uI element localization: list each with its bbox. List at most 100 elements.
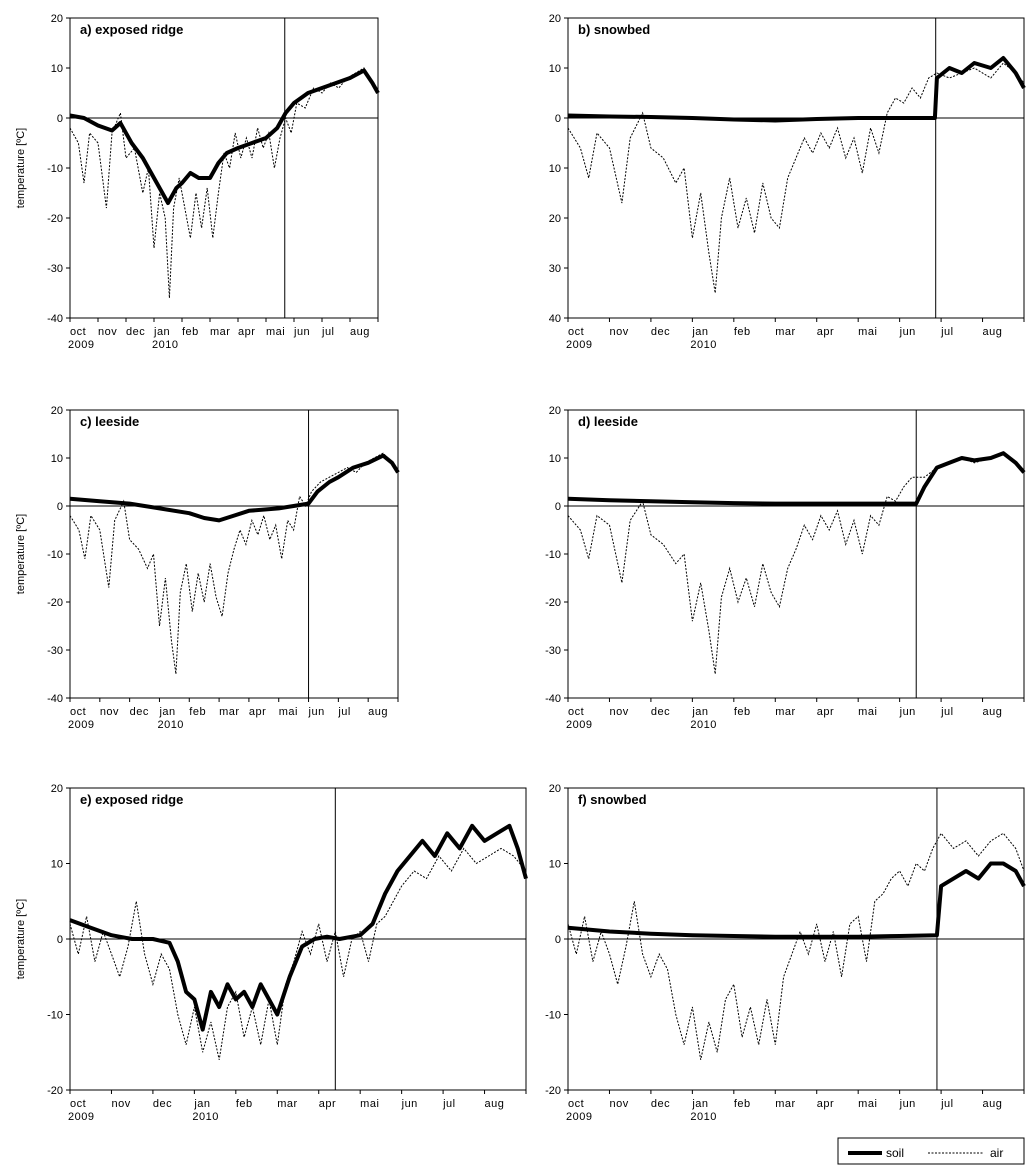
series-line-soil [69,453,400,523]
x-tick-label: apr [817,326,834,338]
plot-frame [567,17,1025,319]
y-tick-label: -20 [47,1085,63,1097]
y-tick-label: 20 [549,213,561,225]
series-line-soil [567,861,1026,939]
x-tick-label: dec [126,326,145,338]
x-tick-label: oct [568,1098,584,1110]
y-tick-label: -40 [545,693,561,705]
panel-a: -40 -30 -20 -10 0 10 20 oct nov dec jan feb mar apr ma… [15,13,380,351]
x-tick-label: jul [321,326,335,338]
x-tick-label: jul [940,326,954,338]
panel-d: -40 -30 -20 -10 0 10 20 oct nov dec jan feb mar apr ma… [545,405,1026,731]
x-tick-label: mai [279,706,298,718]
year-label: 2010 [152,339,178,351]
y-tick-label: -30 [545,645,561,657]
x-tick-label: mai [858,1098,877,1110]
legend: soil air [837,1137,1025,1165]
series-line-soil [567,451,1026,506]
y-tick-label: -10 [47,1010,63,1022]
y-axis-label: temperature [ºC] [15,128,27,208]
y-tick-label: -10 [47,549,63,561]
panel-title: a) exposed ridge [80,22,183,37]
x-tick-label: mar [775,1098,795,1110]
x-tick-label: feb [182,326,199,338]
x-tick-label: nov [111,1098,130,1110]
y-axis-label: temperature [ºC] [15,899,27,979]
x-tick-label: dec [651,326,670,338]
series-line-air [69,847,527,1060]
y-tick-label: 10 [549,63,561,75]
plot-frame [69,17,379,319]
x-tick-label: feb [734,1098,751,1110]
x-tick-label: jun [401,1098,418,1110]
series-line-soil [69,68,380,205]
series-line-soil [567,56,1026,123]
x-tick-label: nov [98,326,117,338]
y-tick-label: 30 [549,263,561,275]
y-tick-label: 0 [57,934,63,946]
x-tick-label: aug [983,1098,1003,1110]
x-tick-label: jul [940,706,954,718]
x-tick-label: mai [858,326,877,338]
x-tick-label: jan [691,326,708,338]
x-tick-label: nov [609,1098,628,1110]
y-tick-label: 0 [555,934,561,946]
y-tick-label: -20 [545,1085,561,1097]
x-tick-label: jun [899,706,916,718]
x-tick-label: apr [238,326,255,338]
x-tick-label: mar [277,1098,297,1110]
y-tick-label: 0 [555,501,561,513]
x-tick-label: jun [308,706,325,718]
x-tick-label: jun [899,326,916,338]
x-tick-label: oct [568,326,584,338]
year-label: 2009 [566,1111,592,1123]
x-tick-label: mar [775,706,795,718]
panel-e: -20 -10 0 10 20 oct nov dec jan feb mar apr mai jun ju… [15,783,528,1123]
x-tick-label: mai [266,326,285,338]
series-line-air [69,452,399,675]
series-line-air [567,62,1025,294]
x-tick-label: nov [609,706,628,718]
y-tick-label: -40 [47,693,63,705]
x-tick-label: aug [983,706,1003,718]
y-tick-label: 10 [549,453,561,465]
y-tick-label: 20 [51,13,63,25]
y-tick-label: -30 [47,645,63,657]
year-label: 2010 [690,339,716,351]
series-line-air [567,832,1025,1060]
year-label: 2009 [566,339,592,351]
y-tick-label: 10 [51,63,63,75]
year-label: 2010 [157,719,183,731]
x-tick-label: dec [130,706,149,718]
panel-c: -40 -30 -20 -10 0 10 20 oct nov dec jan feb mar apr ma… [15,405,400,731]
x-tick-label: mar [210,326,230,338]
x-tick-label: jan [691,1098,708,1110]
y-tick-label: -20 [47,213,63,225]
y-tick-label: 40 [549,313,561,325]
y-tick-label: -30 [47,263,63,275]
x-tick-label: feb [189,706,206,718]
x-tick-label: aug [368,706,388,718]
year-label: 2009 [68,1111,94,1123]
y-tick-label: 0 [57,501,63,513]
year-label: 2009 [566,719,592,731]
x-tick-label: apr [319,1098,336,1110]
y-tick-label: -10 [47,163,63,175]
legend-air-label: air [990,1146,1003,1160]
year-label: 2010 [192,1111,218,1123]
x-tick-label: mai [360,1098,379,1110]
y-tick-label: 20 [549,783,561,795]
y-tick-label: 0 [555,113,561,125]
y-tick-label: 0 [57,113,63,125]
x-tick-label: dec [651,706,670,718]
x-tick-label: apr [817,1098,834,1110]
y-tick-label: 20 [549,13,561,25]
x-tick-label: mai [858,706,877,718]
y-tick-label: 20 [51,783,63,795]
y-tick-label: 20 [549,405,561,417]
x-tick-label: dec [651,1098,670,1110]
y-tick-label: 10 [51,859,63,871]
y-tick-label: 10 [549,859,561,871]
